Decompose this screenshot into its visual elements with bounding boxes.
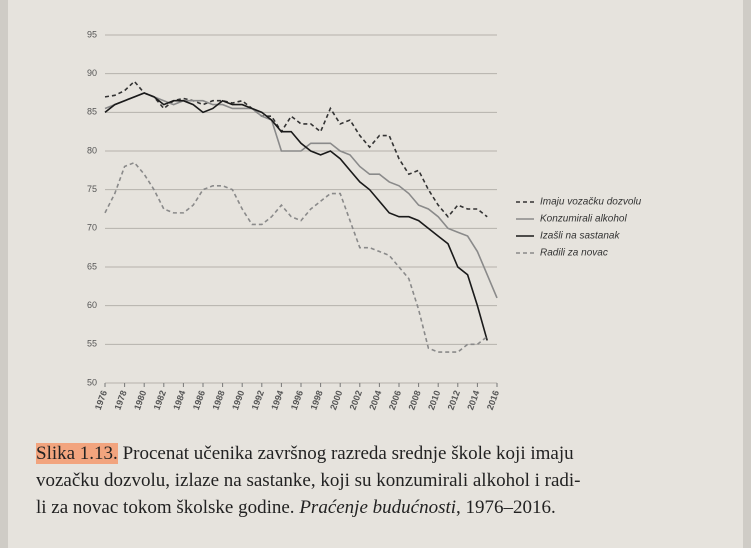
legend-label: Radili za novac (540, 248, 608, 259)
x-tick-label: 1980 (132, 389, 148, 411)
x-tick-label: 2016 (485, 389, 501, 411)
y-tick-label: 50 (87, 377, 97, 387)
caption-text: vozačku dozvolu, izlaze na sastanke, koj… (36, 470, 581, 491)
y-tick-label: 90 (87, 68, 97, 78)
x-tick-label: 1976 (93, 389, 109, 411)
y-tick-label: 95 (87, 29, 97, 39)
y-tick-label: 65 (87, 261, 97, 271)
y-tick-label: 55 (87, 339, 97, 349)
x-tick-label: 2014 (465, 389, 481, 411)
y-tick-label: 70 (87, 223, 97, 233)
caption-text: li za novac tokom školske godine. (36, 497, 295, 518)
x-tick-label: 1990 (230, 389, 246, 411)
legend-label: Konzumirali alkohol (540, 214, 627, 225)
caption-text: , 1976–2016. (456, 497, 556, 518)
legend-label: Izašli na sastanak (540, 231, 620, 242)
x-tick-label: 1996 (289, 389, 305, 411)
x-tick-label: 1982 (152, 389, 168, 411)
legend-label: Imaju vozačku dozvolu (540, 197, 642, 208)
caption-text: Procenat učenika završnog razreda srednj… (123, 443, 574, 464)
x-tick-label: 2010 (426, 389, 442, 411)
x-tick-label: 2000 (328, 389, 344, 411)
y-tick-label: 75 (87, 184, 97, 194)
y-tick-label: 80 (87, 145, 97, 155)
x-tick-label: 1984 (171, 389, 187, 411)
x-tick-label: 1978 (112, 389, 128, 411)
x-tick-label: 2012 (446, 389, 462, 411)
caption-label: Slika 1.13. (36, 443, 118, 464)
x-tick-label: 2008 (406, 389, 422, 411)
x-tick-label: 1994 (269, 389, 285, 411)
x-tick-label: 1992 (250, 389, 266, 411)
y-tick-label: 85 (87, 107, 97, 117)
x-tick-label: 2002 (348, 389, 364, 411)
caption: Slika 1.13. Procenat učenika završnog ra… (36, 440, 736, 521)
x-tick-label: 1998 (308, 389, 324, 411)
series-line (105, 93, 487, 340)
x-tick-label: 1986 (191, 389, 207, 411)
x-tick-label: 2006 (387, 389, 403, 411)
x-tick-label: 2004 (367, 389, 383, 411)
series-line (105, 81, 487, 216)
y-tick-label: 60 (87, 300, 97, 310)
x-tick-label: 1988 (210, 389, 226, 411)
caption-source: Praćenje budućnosti (299, 497, 456, 518)
